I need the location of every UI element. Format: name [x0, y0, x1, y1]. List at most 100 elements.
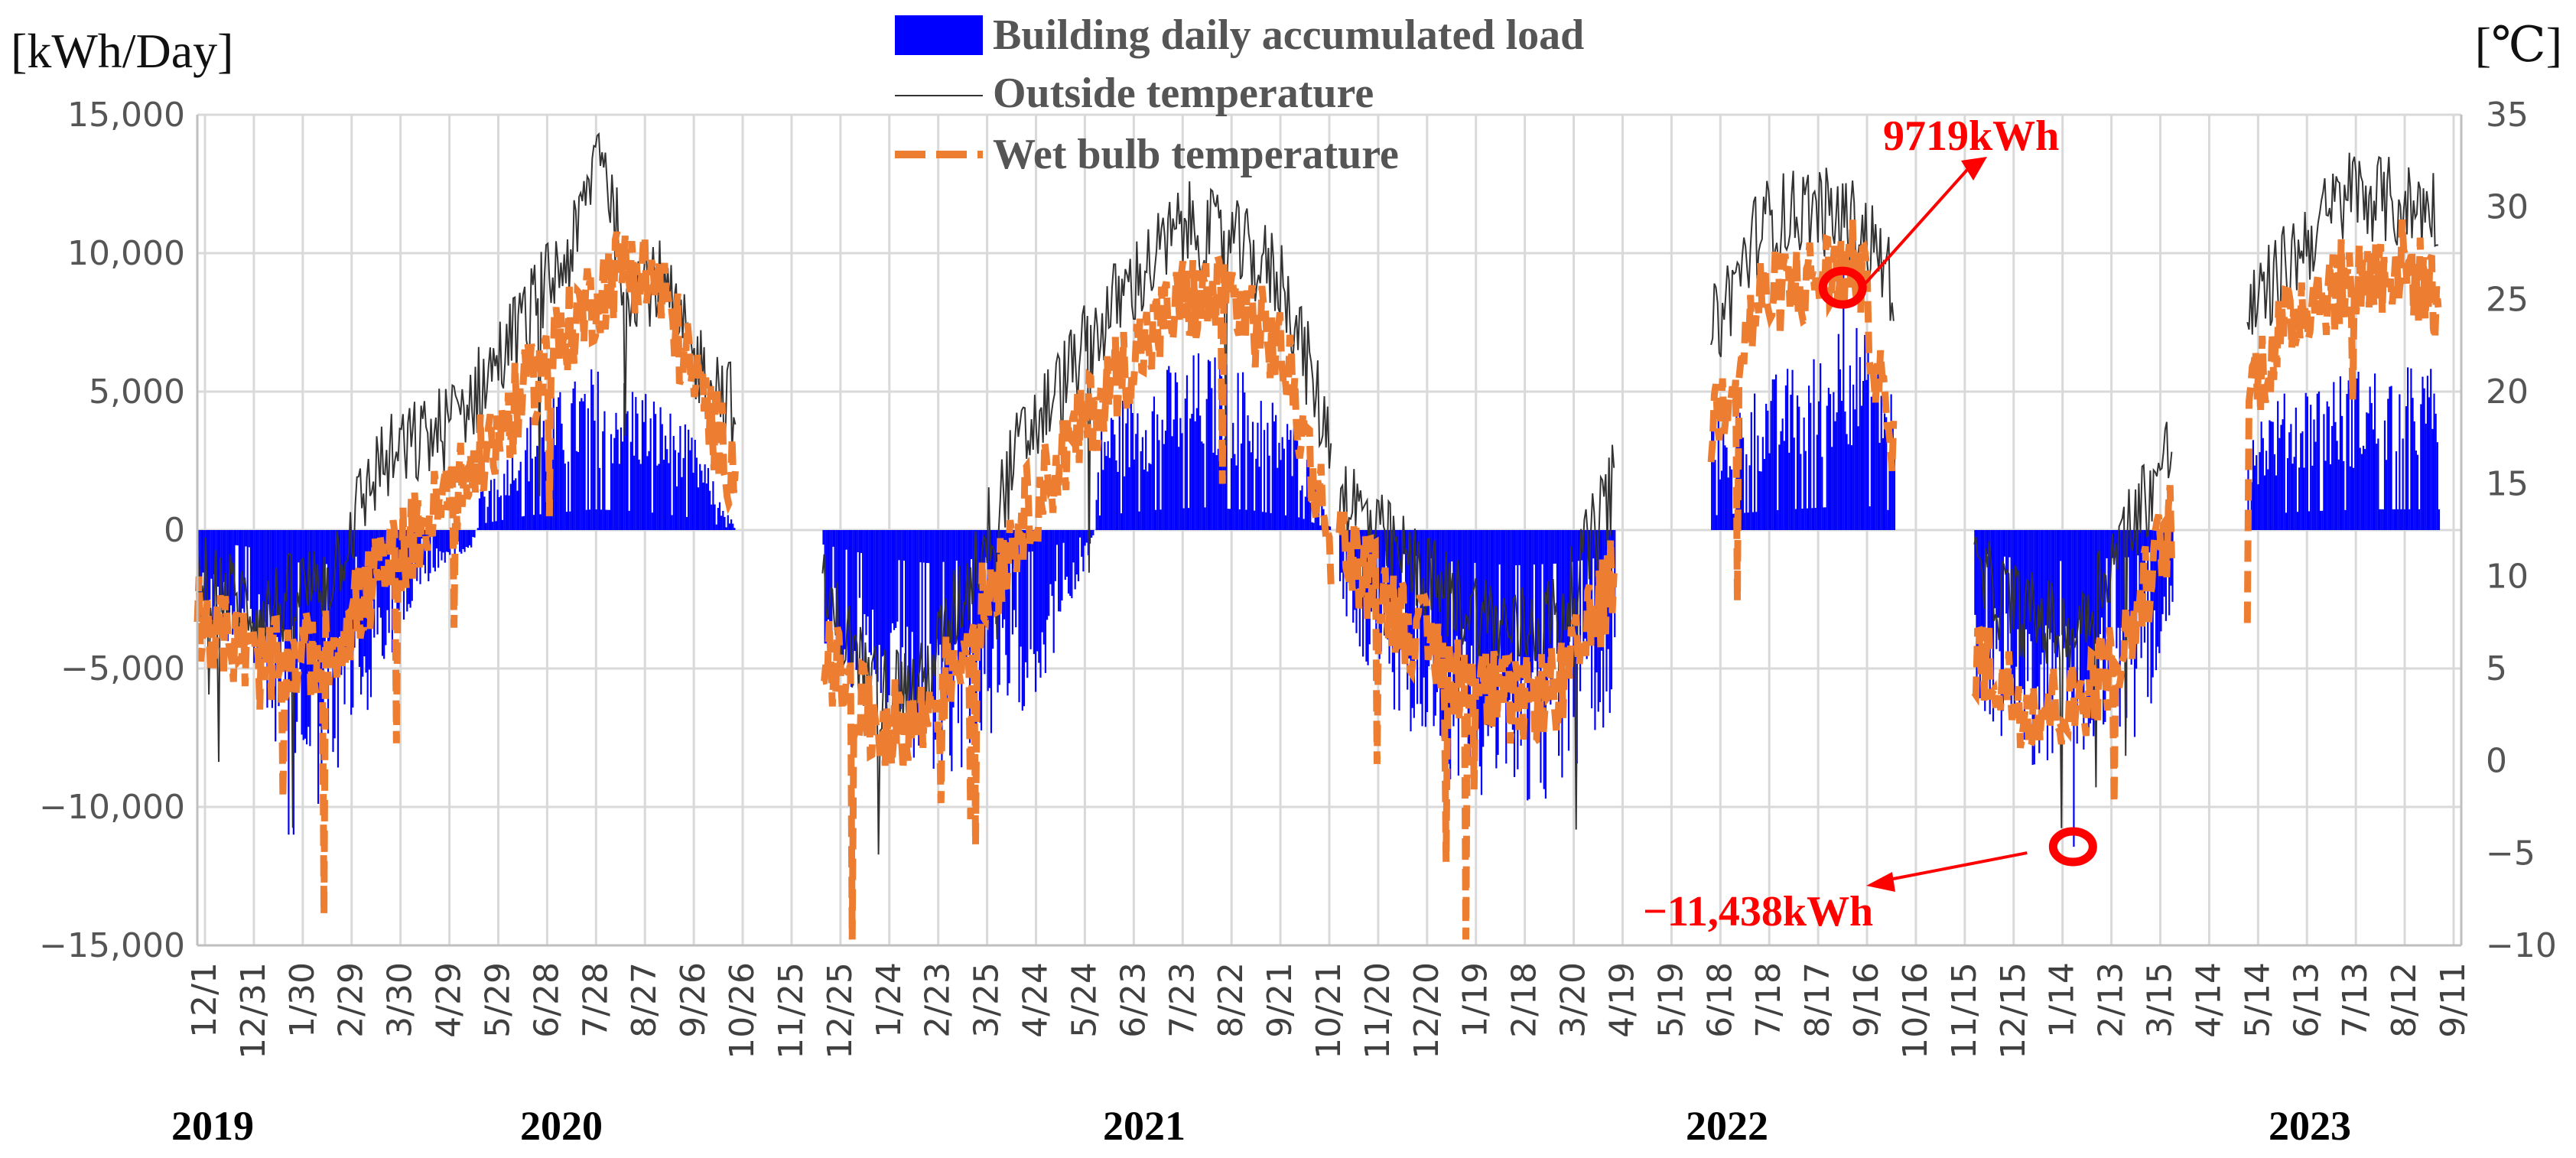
load-bar: [1814, 508, 1817, 530]
load-bar: [1452, 530, 1455, 727]
load-bar: [1725, 447, 1728, 530]
load-bar: [439, 530, 441, 551]
load-bar: [1836, 412, 1838, 530]
load-bar: [447, 530, 450, 552]
load-bar: [1997, 530, 1999, 618]
load-bar: [952, 530, 955, 707]
load-bar: [1153, 396, 1156, 530]
load-bar: [2412, 398, 2414, 530]
load-bar: [2395, 451, 2398, 530]
load-bar: [2044, 530, 2047, 626]
load-bar: [463, 530, 466, 552]
load-bar: [1188, 508, 1190, 530]
load-bar: [505, 495, 507, 530]
load-bar: [610, 434, 613, 530]
load-bar: [2408, 509, 2411, 530]
load-bar: [1714, 460, 1716, 530]
load-bar: [1224, 438, 1226, 530]
load-bar: [1976, 530, 1978, 696]
load-bar: [1482, 530, 1485, 747]
load-bar: [641, 400, 644, 530]
load-bar: [972, 530, 974, 683]
load-bar: [2139, 530, 2141, 620]
load-bar: [259, 530, 262, 642]
load-bar: [1461, 530, 1463, 704]
x-tick-label: 11/20: [1358, 962, 1397, 1059]
load-bar: [2288, 432, 2291, 530]
load-bar: [2100, 530, 2103, 618]
left-tick-label: 0: [164, 511, 185, 550]
right-tick-label: 25: [2486, 280, 2529, 319]
load-bar: [1495, 530, 1498, 769]
load-bar: [613, 438, 616, 530]
load-bar: [2050, 530, 2052, 633]
load-bar: [1553, 530, 1555, 564]
load-bar: [483, 496, 486, 530]
load-bar: [724, 516, 726, 530]
load-bar: [1237, 372, 1239, 530]
load-bar: [2145, 530, 2148, 554]
load-bar: [1498, 530, 1501, 564]
load-bar: [2329, 464, 2332, 530]
load-bar: [1534, 530, 1537, 662]
load-bar: [2061, 530, 2064, 636]
load-bar: [1114, 434, 1116, 530]
load-bar: [582, 401, 584, 530]
annotation-circle-max: [1818, 266, 1867, 309]
load-bar: [1278, 442, 1280, 530]
load-bar: [1788, 452, 1791, 530]
load-bar: [1121, 400, 1124, 530]
load-bar: [1826, 405, 1828, 530]
x-tick-label: 9/21: [1260, 962, 1299, 1038]
load-bar: [1837, 333, 1839, 530]
load-bar: [914, 530, 917, 716]
load-bar: [1778, 444, 1781, 530]
load-bar: [232, 530, 234, 635]
load-bar: [2334, 421, 2337, 530]
load-bar: [2436, 442, 2438, 530]
load-bar: [1434, 530, 1436, 716]
load-bar: [2397, 509, 2399, 530]
load-bar: [1163, 444, 1165, 530]
load-bar: [1125, 423, 1127, 530]
right-tick-label: 0: [2486, 742, 2507, 781]
load-bar: [1874, 402, 1876, 530]
load-bar: [2313, 419, 2315, 530]
load-bar: [1870, 396, 1872, 530]
load-bar: [607, 509, 609, 530]
load-bar: [1444, 530, 1446, 749]
load-bar: [253, 530, 255, 663]
load-bar: [2433, 393, 2435, 530]
load-bar: [2256, 455, 2258, 530]
load-bar: [1803, 417, 1805, 530]
x-tick-label: 1/24: [870, 962, 909, 1038]
legend-swatch-load: [895, 15, 983, 55]
load-bar: [1194, 421, 1196, 530]
x-tick-label: 2/13: [2092, 962, 2131, 1038]
load-bar: [1244, 392, 1246, 530]
load-bar: [472, 530, 474, 538]
load-bar: [444, 530, 446, 563]
load-bar: [1145, 430, 1147, 530]
load-bar: [501, 519, 504, 530]
load-bar: [460, 530, 463, 554]
load-bar: [1462, 530, 1465, 629]
right-tick-label: 10: [2486, 557, 2529, 596]
load-bar: [2000, 530, 2002, 737]
load-bar: [1007, 530, 1009, 696]
load-bar: [1085, 530, 1088, 543]
load-bar: [1135, 434, 1137, 530]
load-bar: [1179, 418, 1182, 530]
load-bar: [1410, 530, 1412, 732]
load-bar: [492, 522, 494, 530]
load-bar: [2327, 406, 2330, 530]
load-bar: [255, 530, 257, 642]
x-tick-label: 10/21: [1309, 962, 1348, 1059]
load-bar: [2278, 438, 2281, 530]
load-bar: [1875, 399, 1878, 530]
load-bar: [707, 467, 710, 530]
load-bar: [625, 413, 627, 530]
load-bar: [330, 530, 333, 649]
load-bar: [2306, 396, 2308, 530]
year-label: 2021: [1103, 1103, 1186, 1149]
